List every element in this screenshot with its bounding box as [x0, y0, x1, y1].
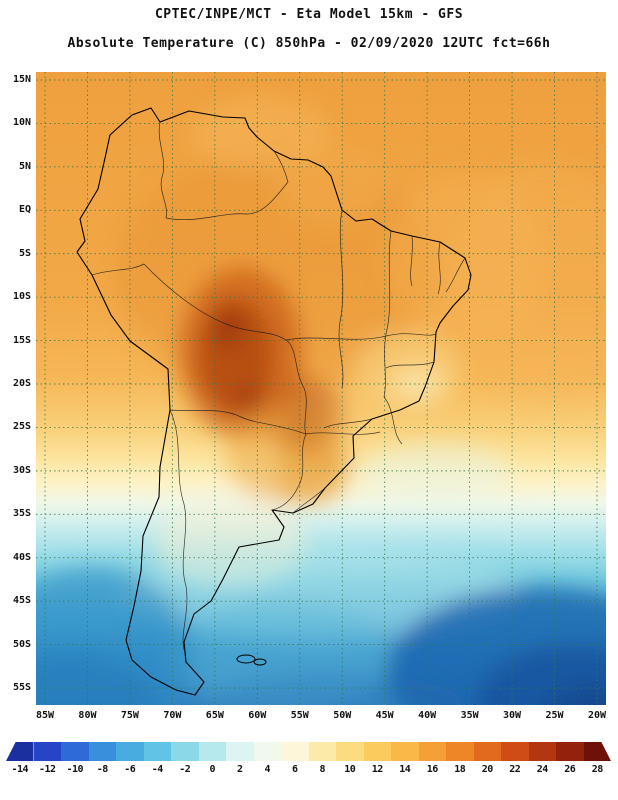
- lat-axis-label: 15N: [12, 74, 31, 85]
- lon-axis-label: 80W: [78, 710, 97, 721]
- lat-axis-label: 20S: [12, 378, 31, 389]
- lon-axis-label: 85W: [35, 710, 55, 721]
- lon-axis-label: 25W: [545, 710, 564, 721]
- colorbar-swatch: [528, 742, 556, 761]
- colorbar-swatch: [281, 742, 309, 761]
- grid-lines: [36, 72, 606, 705]
- colorbar-swatch: [583, 742, 611, 761]
- colorbar-swatch: [116, 742, 144, 761]
- colorbar-tick-label: -12: [38, 764, 56, 775]
- lon-axis-label: 60W: [248, 710, 267, 721]
- colorbar-swatch: [418, 742, 446, 761]
- lat-axis-label: 30S: [12, 464, 31, 476]
- lat-axis-label: 25S: [12, 421, 31, 433]
- political-borders: [91, 121, 466, 651]
- colorbar-tick-label: 4: [264, 764, 271, 775]
- lon-axis-label: 40W: [418, 710, 437, 721]
- map-canvas: [36, 72, 606, 705]
- lat-axis-label: 5N: [18, 160, 31, 172]
- colorbar-tick-label: 8: [319, 764, 326, 775]
- colorbar-tick-label: 26: [564, 764, 576, 775]
- lon-axis-label: 55W: [290, 710, 309, 721]
- colorbar-swatch: [556, 742, 584, 761]
- colorbar-swatch: [446, 742, 474, 761]
- map-area: 15N 10N 5N EQ 5S 10S 15S 20S 25S 30S 35S 40S 45S 50S 5…: [0, 64, 618, 724]
- field-anomaly-blobs: [36, 96, 606, 705]
- lat-axis-label: 35S: [12, 508, 31, 520]
- colorbar-tick-label: 0: [209, 764, 216, 775]
- colorbar-tick-label: 24: [536, 764, 549, 775]
- colorbar-tick-label: 12: [371, 764, 384, 775]
- colorbar-tick-label: -8: [96, 764, 109, 775]
- colorbar-tick-label: -10: [66, 764, 84, 775]
- lat-axis-label: 15S: [12, 334, 31, 346]
- colorbar-tick-label: -14: [11, 764, 29, 775]
- colorbar-swatch: [171, 742, 199, 761]
- lon-axis-label: 50W: [333, 710, 352, 721]
- colorbar-tick-label: 10: [344, 764, 356, 775]
- colorbar-tick-label: -6: [124, 764, 136, 775]
- lat-axis-label: 10N: [12, 117, 31, 129]
- lon-axis-label: 65W: [205, 710, 224, 721]
- colorbar-tick-label: 22: [509, 764, 521, 775]
- colorbar-swatch: [253, 742, 281, 761]
- lat-axis-label: 55S: [12, 682, 31, 694]
- colorbar-swatch: [88, 742, 116, 761]
- colorbar-tick-label: 20: [481, 764, 494, 775]
- colorbar-swatch: [501, 742, 529, 761]
- colorbar: -14 -12 -10 -8 -6 -4 -2 0 2 4 6 8 10 12 14 16 18 20 22 24 26…: [6, 742, 612, 775]
- colorbar-swatch: [363, 742, 391, 761]
- colorbar-swatch: [336, 742, 364, 761]
- title-line-2: Absolute Temperature (C) 850hPa - 02/09/…: [67, 36, 551, 51]
- lon-axis-label: 75W: [120, 710, 139, 721]
- colorbar-labels: -14 -12 -10 -8 -6 -4 -2 0 2 4 6 8 10 12 14 16 18 20 22 24 26…: [6, 761, 612, 775]
- title-line-1: CPTEC/INPE/MCT - Eta Model 15km - GFS: [154, 7, 464, 22]
- lat-axis-label: 45S: [12, 595, 31, 607]
- colorbar-swatch: [198, 742, 226, 761]
- lat-axis-label: EQ: [18, 204, 31, 216]
- colorbar-swatch: [33, 742, 61, 761]
- falkland-islands: [236, 654, 267, 666]
- lon-axis-label: 20W: [587, 710, 606, 721]
- colorbar-swatch: [391, 742, 419, 761]
- colorbar-tick-label: 2: [236, 764, 243, 775]
- colorbar-tick-label: 18: [454, 764, 466, 775]
- lat-axis-label: 10S: [12, 291, 31, 303]
- temperature-field: [36, 72, 606, 705]
- lat-axis-label: 50S: [12, 638, 31, 650]
- colorbar-swatch: [6, 742, 34, 761]
- lon-axis-label: 70W: [163, 710, 182, 721]
- lon-axis-label: 30W: [503, 710, 522, 721]
- colorbar-swatch: [61, 742, 89, 761]
- colorbar-swatches: [6, 742, 612, 761]
- lat-axis-label: 40S: [12, 551, 31, 563]
- colorbar-tick-label: 6: [291, 764, 298, 775]
- lon-axis-label: 45W: [375, 710, 394, 721]
- colorbar-swatch: [143, 742, 171, 761]
- colorbar-tick-label: -2: [179, 764, 191, 775]
- lon-axis-label: 35W: [460, 710, 479, 721]
- colorbar-tick-label: 16: [426, 764, 439, 775]
- colorbar-swatch: [226, 742, 254, 761]
- colorbar-swatch: [473, 742, 501, 761]
- colorbar-tick-label: -4: [151, 764, 164, 775]
- colorbar-tick-label: 14: [399, 764, 411, 775]
- lat-axis-label: 5S: [18, 247, 31, 259]
- colorbar-tick-label: 28: [591, 764, 604, 775]
- colorbar-swatch: [308, 742, 336, 761]
